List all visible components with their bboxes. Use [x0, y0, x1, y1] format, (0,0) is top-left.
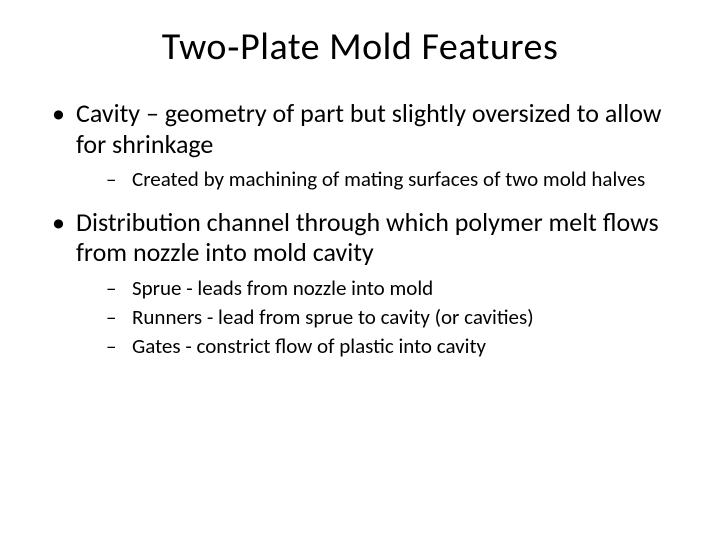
bullet-item: Distribution channel through which polym… — [48, 207, 672, 360]
sub-bullet-list: Created by machining of mating surfaces … — [76, 167, 672, 192]
bullet-list: Cavity – geometry of part but slightly o… — [48, 98, 672, 359]
sub-bullet-item: Sprue - leads from nozzle into mold — [76, 276, 672, 301]
bullet-item: Cavity – geometry of part but slightly o… — [48, 98, 672, 193]
sub-bullet-item: Gates - constrict flow of plastic into c… — [76, 334, 672, 359]
sub-bullet-item: Created by machining of mating surfaces … — [76, 167, 672, 192]
bullet-text: Distribution channel through which polym… — [76, 206, 659, 269]
sub-bullet-item: Runners - lead from sprue to cavity (or … — [76, 305, 672, 330]
bullet-text: Cavity – geometry of part but slightly o… — [76, 97, 661, 160]
sub-bullet-text: Created by machining of mating surfaces … — [132, 166, 645, 192]
sub-bullet-text: Sprue - leads from nozzle into mold — [132, 275, 433, 301]
sub-bullet-list: Sprue - leads from nozzle into mold Runn… — [76, 276, 672, 360]
sub-bullet-text: Runners - lead from sprue to cavity (or … — [132, 304, 534, 330]
slide-title: Two‑Plate Mold Features — [48, 24, 672, 70]
slide-container: Two‑Plate Mold Features Cavity – geometr… — [0, 0, 720, 540]
sub-bullet-text: Gates - constrict flow of plastic into c… — [132, 333, 486, 359]
